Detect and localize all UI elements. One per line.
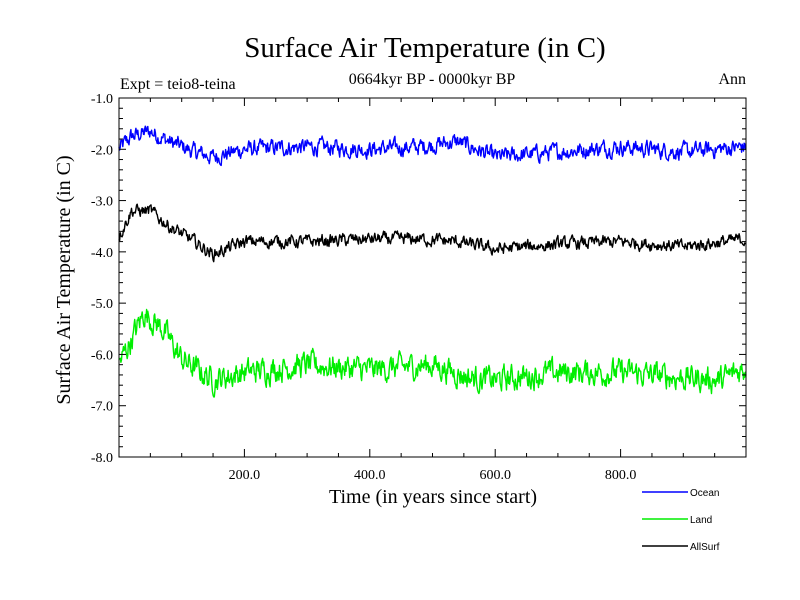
y-axis-label: Surface Air Temperature (in C)	[53, 155, 75, 404]
series-line-ocean	[118, 125, 747, 167]
y-tick-label: -4.0	[91, 246, 113, 261]
series-line-land	[118, 308, 747, 398]
plot-lines	[118, 125, 747, 398]
y-tick-label: -3.0	[91, 195, 113, 210]
season-label: Ann	[718, 71, 746, 88]
chart-title: Surface Air Temperature (in C)	[244, 32, 605, 64]
y-tick-label: -2.0	[91, 143, 113, 158]
x-tick-label: 200.0	[229, 468, 261, 483]
series-line-allsurf	[118, 203, 747, 263]
x-tick-label: 400.0	[354, 468, 386, 483]
legend-label-allsurf: AllSurf	[690, 542, 720, 553]
y-tick-label: -1.0	[91, 92, 113, 107]
experiment-label: Expt = teio8-teina	[120, 76, 236, 93]
y-tick-label: -7.0	[91, 400, 113, 415]
legend-label-ocean: Ocean	[690, 488, 719, 499]
x-tick-label: 600.0	[479, 468, 511, 483]
legend: Ocean Land AllSurf	[642, 488, 720, 553]
y-tick-label: -6.0	[91, 348, 113, 363]
y-tick-label: -8.0	[91, 451, 113, 466]
chart-subtitle: 0664kyr BP - 0000kyr BP	[349, 71, 516, 88]
y-tick-label: -5.0	[91, 297, 113, 312]
legend-label-land: Land	[690, 515, 712, 526]
x-axis-label: Time (in years since start)	[329, 486, 537, 508]
axis-ticks: -1.0 -2.0 -3.0 -4.0 -5.0 -6.0 -7.0 -8.0 200.0 400…	[91, 92, 746, 483]
x-tick-label: 800.0	[605, 468, 637, 483]
